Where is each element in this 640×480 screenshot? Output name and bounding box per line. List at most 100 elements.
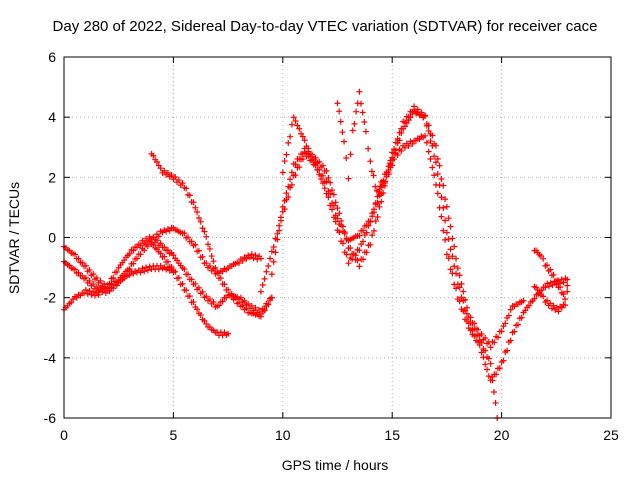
data-point — [243, 305, 250, 312]
data-point — [422, 112, 429, 119]
data-point — [265, 301, 272, 308]
data-point — [427, 138, 434, 145]
data-point — [502, 320, 509, 327]
data-point — [372, 217, 379, 224]
data-point — [243, 255, 250, 262]
data-point — [252, 304, 259, 311]
data-point — [491, 339, 498, 346]
x-tick-label: 0 — [60, 427, 68, 443]
data-point — [301, 137, 308, 144]
data-point — [555, 277, 562, 284]
data-point — [208, 253, 215, 260]
data-point — [199, 288, 206, 295]
y-tick-label: -4 — [44, 350, 57, 366]
data-point — [141, 268, 148, 275]
data-point — [356, 263, 363, 270]
data-point — [522, 307, 529, 314]
data-point — [190, 299, 197, 306]
data-point — [316, 166, 323, 173]
y-tick-label: 4 — [48, 109, 56, 125]
data-point — [161, 253, 168, 260]
data-point — [482, 335, 489, 342]
data-point — [451, 243, 458, 250]
data-point — [206, 262, 213, 269]
data-point — [137, 251, 144, 258]
data-point — [175, 177, 182, 184]
data-point — [349, 127, 356, 134]
data-point — [186, 192, 193, 199]
data-point — [349, 256, 356, 263]
data-point — [259, 282, 266, 289]
data-point — [210, 299, 217, 305]
data-point — [339, 240, 346, 247]
data-point — [164, 247, 171, 254]
data-point — [321, 185, 328, 192]
data-point — [427, 156, 434, 163]
data-point — [210, 258, 217, 265]
data-point — [336, 210, 343, 217]
data-point — [133, 244, 140, 251]
data-point — [434, 190, 441, 197]
data-point — [126, 265, 133, 272]
data-point — [356, 88, 363, 95]
data-point — [482, 347, 489, 354]
data-point — [564, 282, 571, 289]
data-point — [150, 234, 157, 241]
data-point — [157, 240, 164, 247]
data-point — [175, 274, 182, 281]
data-point — [396, 137, 403, 144]
data-point — [285, 194, 292, 201]
data-point — [442, 236, 449, 243]
data-point — [431, 172, 438, 179]
data-point — [192, 241, 199, 248]
data-point — [97, 277, 104, 284]
data-point — [550, 302, 557, 309]
data-point — [183, 287, 190, 294]
data-point — [141, 247, 148, 254]
data-point — [276, 227, 283, 234]
data-point — [350, 251, 357, 258]
data-point — [195, 214, 202, 221]
data-point — [401, 123, 408, 130]
data-point — [257, 313, 264, 320]
data-point — [75, 255, 82, 262]
data-point — [562, 302, 569, 309]
y-tick-label: 0 — [48, 230, 56, 246]
data-point — [110, 285, 117, 292]
data-point — [316, 158, 323, 165]
data-point — [494, 334, 501, 341]
data-point — [431, 153, 438, 160]
data-point — [250, 255, 257, 262]
data-point — [474, 326, 481, 333]
data-point — [82, 286, 89, 293]
data-point — [155, 233, 162, 240]
data-point — [296, 164, 303, 171]
data-point — [261, 307, 268, 314]
data-point — [540, 293, 547, 300]
data-point — [361, 118, 368, 125]
series-points — [61, 224, 264, 292]
data-point — [179, 180, 186, 187]
data-point — [407, 114, 414, 121]
data-point — [161, 244, 168, 251]
data-point — [436, 162, 443, 169]
data-point — [281, 197, 288, 204]
data-point — [157, 165, 164, 172]
data-point — [184, 234, 191, 241]
data-point — [248, 251, 255, 258]
data-point — [181, 266, 188, 273]
data-point — [252, 252, 259, 259]
data-point — [363, 222, 370, 229]
data-point — [199, 225, 206, 232]
y-tick-label: 6 — [48, 49, 56, 65]
data-point — [550, 271, 557, 278]
data-point — [246, 254, 253, 261]
x-tick-label: 20 — [494, 427, 510, 443]
data-point — [367, 241, 374, 248]
data-point — [82, 274, 89, 281]
data-point — [164, 258, 171, 265]
data-point — [181, 230, 188, 237]
data-point — [93, 274, 100, 281]
data-point — [443, 229, 450, 236]
